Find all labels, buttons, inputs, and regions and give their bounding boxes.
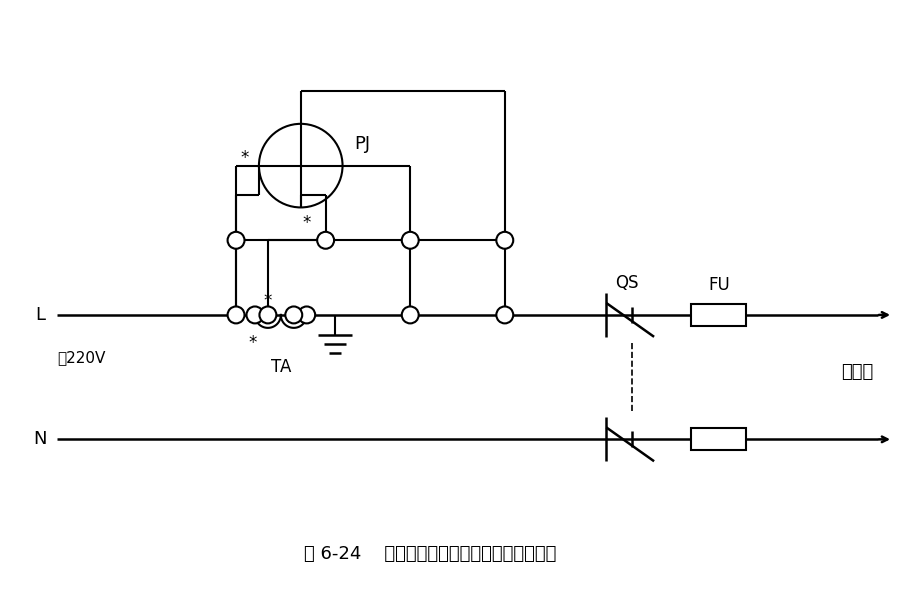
Text: N: N: [33, 430, 47, 448]
Text: 图 6-24    单相有功电能表带电流互感器的接线: 图 6-24 单相有功电能表带电流互感器的接线: [304, 545, 556, 563]
Text: *: *: [241, 149, 249, 167]
Circle shape: [317, 232, 335, 249]
Bar: [691, 304, 746, 326]
Circle shape: [259, 307, 277, 323]
Text: ～220V: ～220V: [57, 350, 106, 365]
Circle shape: [402, 307, 419, 323]
Circle shape: [228, 307, 244, 323]
Bar: [691, 428, 746, 451]
Text: 接负载: 接负载: [841, 363, 873, 381]
Circle shape: [402, 232, 419, 249]
Text: TA: TA: [270, 358, 291, 376]
Text: *: *: [249, 334, 257, 352]
Circle shape: [246, 307, 264, 323]
Circle shape: [299, 307, 315, 323]
Text: QS: QS: [616, 274, 639, 292]
Circle shape: [285, 307, 302, 323]
Circle shape: [496, 232, 513, 249]
Text: *: *: [264, 292, 272, 310]
Circle shape: [228, 232, 244, 249]
Text: L: L: [35, 306, 45, 324]
Text: *: *: [302, 214, 311, 232]
Circle shape: [496, 307, 513, 323]
Text: FU: FU: [708, 276, 730, 294]
Text: PJ: PJ: [355, 135, 370, 153]
